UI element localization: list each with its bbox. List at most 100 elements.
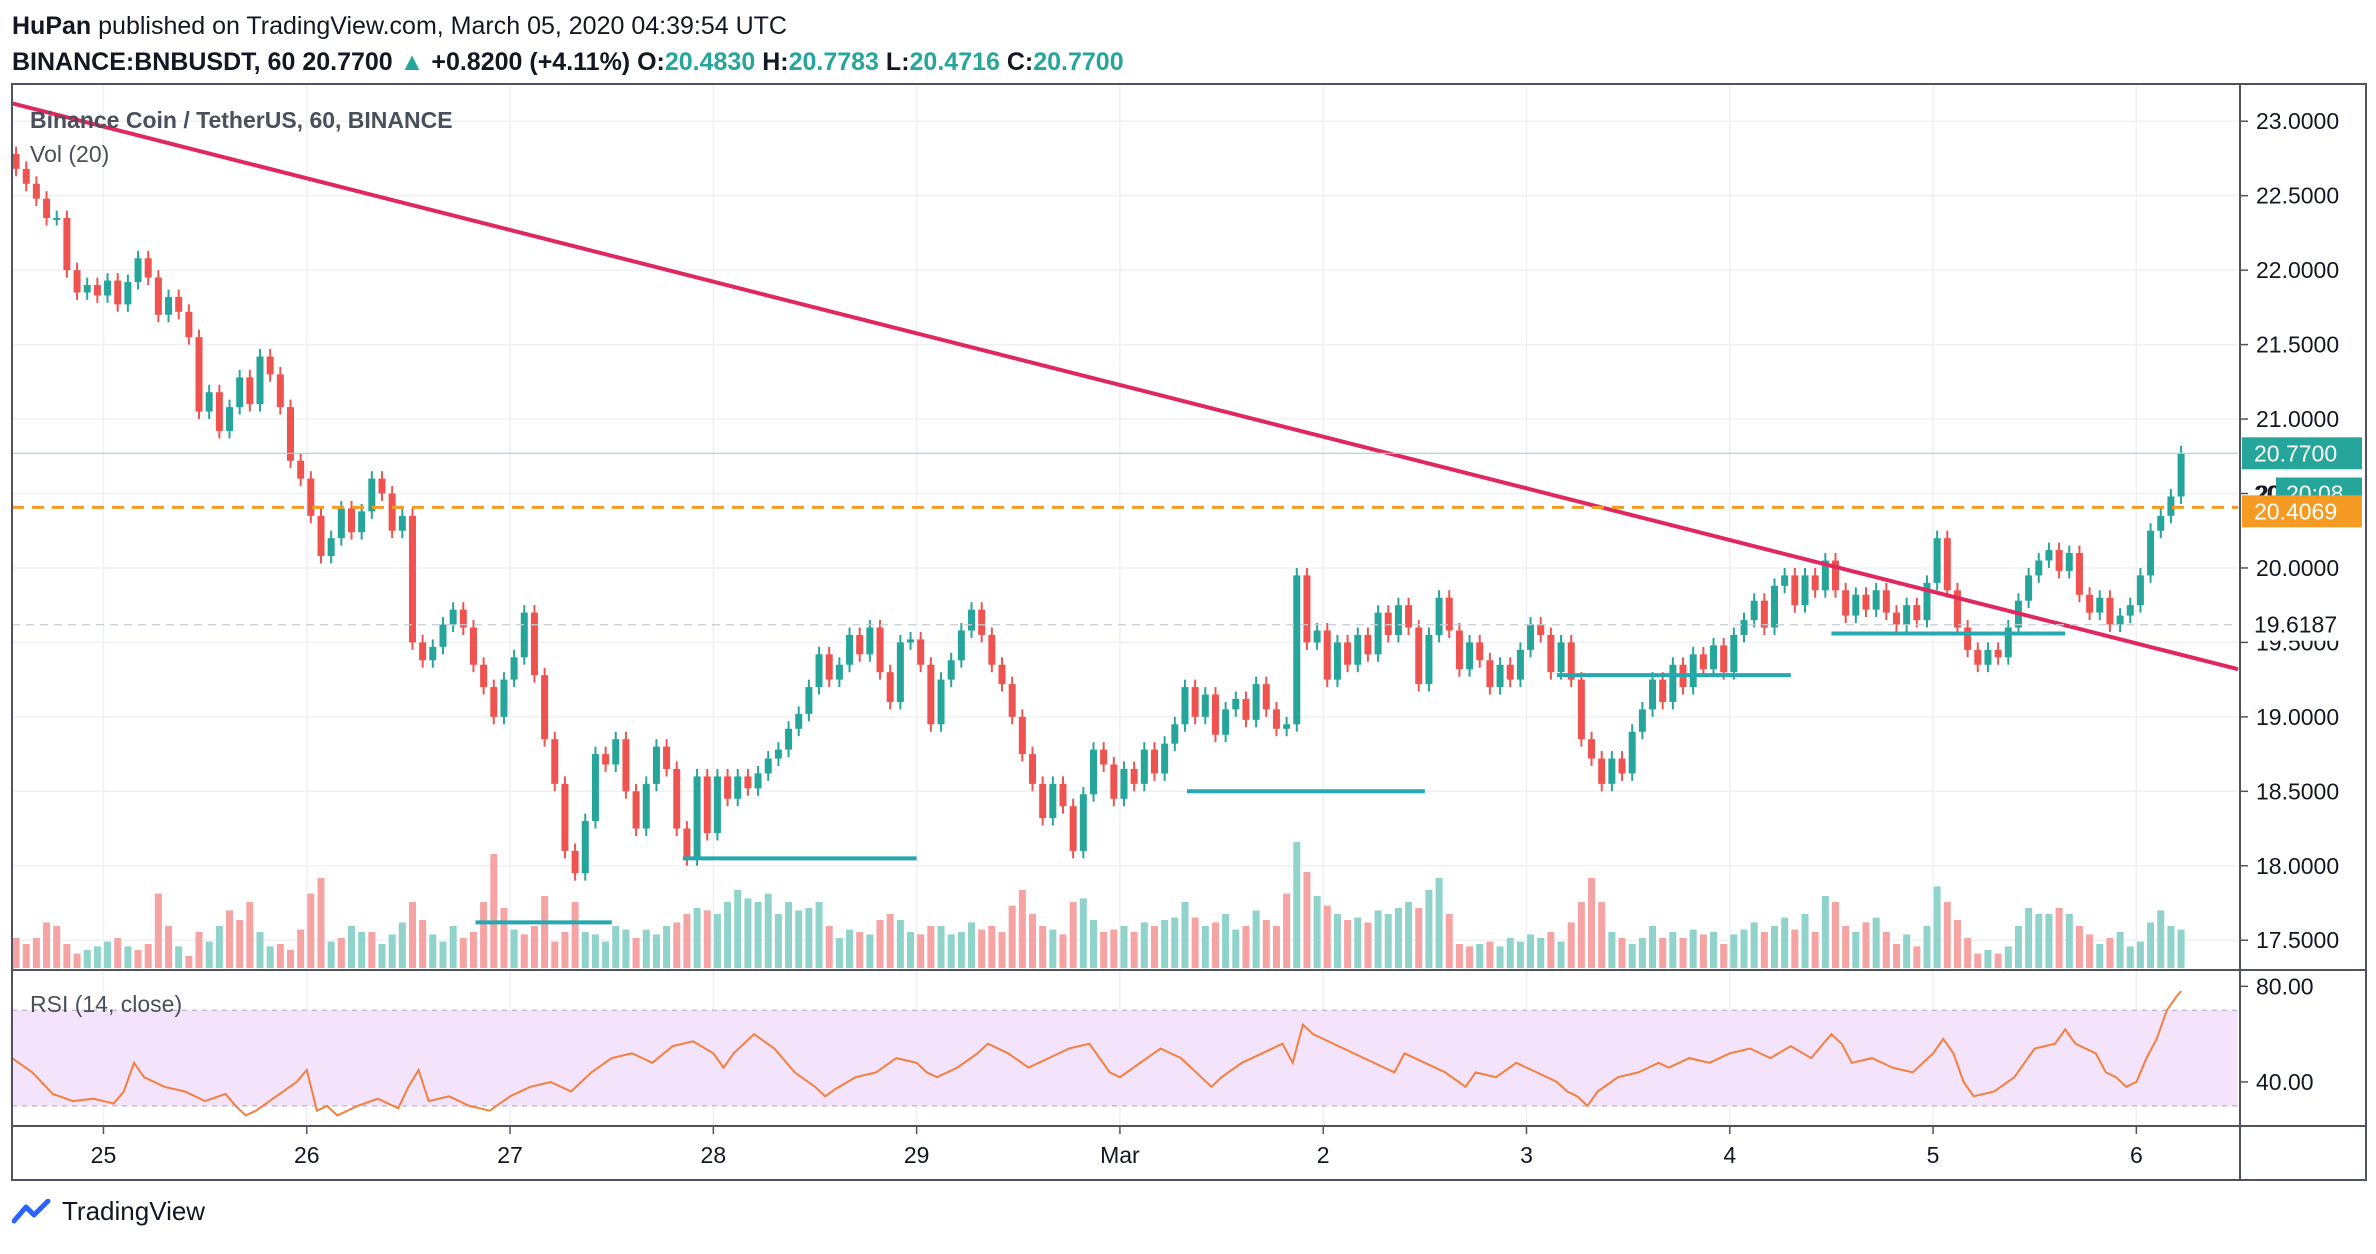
candle-body	[978, 609, 986, 635]
time-tick-label: 6	[2130, 1142, 2143, 1168]
footer: TradingView	[12, 1196, 205, 1227]
candle-body	[795, 713, 803, 729]
time-tick-label: Mar	[1100, 1142, 1140, 1168]
candle-body	[591, 754, 599, 822]
candle-body	[988, 634, 996, 665]
candle-body	[1039, 783, 1047, 819]
chart-grid	[12, 84, 2238, 1125]
volume-bar	[1262, 920, 1270, 968]
candle-body	[602, 754, 610, 765]
volume-bar	[1527, 934, 1535, 968]
volume-bar	[1272, 926, 1280, 968]
volume-bar	[1577, 902, 1585, 968]
candle-body	[185, 311, 193, 338]
price-tick-label: 23.0000	[2256, 108, 2339, 134]
volume-bar	[1069, 902, 1077, 968]
rsi-tick-label: 80.00	[2256, 973, 2314, 999]
volume-bar	[1831, 902, 1839, 968]
candle-body	[104, 280, 112, 296]
volume-bar	[1445, 914, 1453, 968]
candle-body	[520, 612, 528, 658]
volume-bar	[165, 926, 173, 968]
volume-bar	[1252, 910, 1260, 968]
volume-bar	[1344, 920, 1352, 968]
volume-bar	[1079, 898, 1087, 968]
volume-bar	[490, 854, 498, 968]
volume-bar	[1974, 953, 1982, 968]
candle-body	[1049, 783, 1057, 819]
candle-body	[2004, 627, 2012, 658]
volume-bar	[1171, 917, 1179, 968]
candle-body	[429, 646, 437, 661]
candle-body	[114, 280, 122, 305]
volume-bar	[663, 926, 671, 968]
volume-bar	[1140, 922, 1148, 968]
candle-body	[1201, 694, 1209, 717]
volume-title: Vol (20)	[30, 141, 109, 167]
candle-body	[368, 478, 376, 512]
descending-trendline	[11, 101, 2239, 672]
author-name[interactable]: HuPan	[12, 12, 92, 40]
candle-body	[734, 776, 742, 799]
candle-body	[469, 627, 477, 665]
level-price-tag: 20.4069	[2254, 498, 2337, 524]
volume-bar	[1842, 926, 1850, 968]
volume-bar	[876, 920, 884, 968]
candle-body	[2096, 597, 2104, 613]
volume-bar	[1913, 946, 1921, 968]
candle-body	[63, 218, 71, 271]
volume-bar	[1862, 922, 1870, 968]
candle-body	[561, 783, 569, 851]
volume-bar	[1293, 842, 1301, 968]
publish-line: HuPan published on TradingView.com, Marc…	[12, 8, 1124, 44]
candle-body	[1791, 575, 1799, 606]
candle-body	[1689, 654, 1697, 688]
candle-body	[1740, 620, 1748, 635]
candle-body	[693, 776, 701, 859]
candle-body	[2086, 594, 2094, 613]
volume-bar	[2086, 934, 2094, 968]
candle-body	[764, 758, 772, 774]
volume-bar	[246, 902, 254, 968]
candle-body	[683, 828, 691, 859]
candle-body	[1364, 634, 1372, 655]
candle-body	[297, 460, 305, 479]
volume-bar	[83, 950, 91, 968]
volume-bar	[1547, 932, 1555, 968]
candle-body	[1933, 538, 1941, 583]
candle-body	[134, 258, 142, 283]
candle-body	[1466, 642, 1474, 670]
candle-body	[1415, 627, 1423, 685]
volume-bar	[1211, 922, 1219, 968]
brand-name[interactable]: TradingView	[62, 1196, 206, 1226]
candle-body	[785, 728, 793, 750]
volume-bar	[724, 902, 732, 968]
volume-bar	[287, 950, 295, 968]
candle-body	[226, 407, 234, 431]
volume-bar	[73, 953, 81, 968]
volume-bar	[2157, 910, 2165, 968]
volume-bar	[1659, 938, 1667, 968]
volume-bar	[1933, 886, 1941, 968]
volume-bar	[1486, 941, 1494, 968]
low-label: L:	[885, 48, 910, 76]
candle-body	[490, 687, 498, 717]
chart-frame	[11, 83, 2367, 1181]
volume-bar	[185, 956, 193, 968]
volume-bar	[1232, 929, 1240, 968]
last-price-tag: 20.7700	[2254, 440, 2337, 466]
candle-body	[2035, 560, 2043, 576]
candle-body	[866, 627, 874, 655]
volume-bar	[581, 932, 589, 968]
candle-body	[1821, 560, 1829, 591]
candle-body	[1903, 605, 1911, 625]
candle-body	[1892, 612, 1900, 625]
candle-body	[205, 392, 213, 412]
volume-bar	[469, 932, 477, 968]
volume-bar	[1567, 922, 1575, 968]
volume-bar	[1791, 929, 1799, 968]
candle-body	[1425, 634, 1433, 685]
candle-body	[2177, 453, 2185, 497]
